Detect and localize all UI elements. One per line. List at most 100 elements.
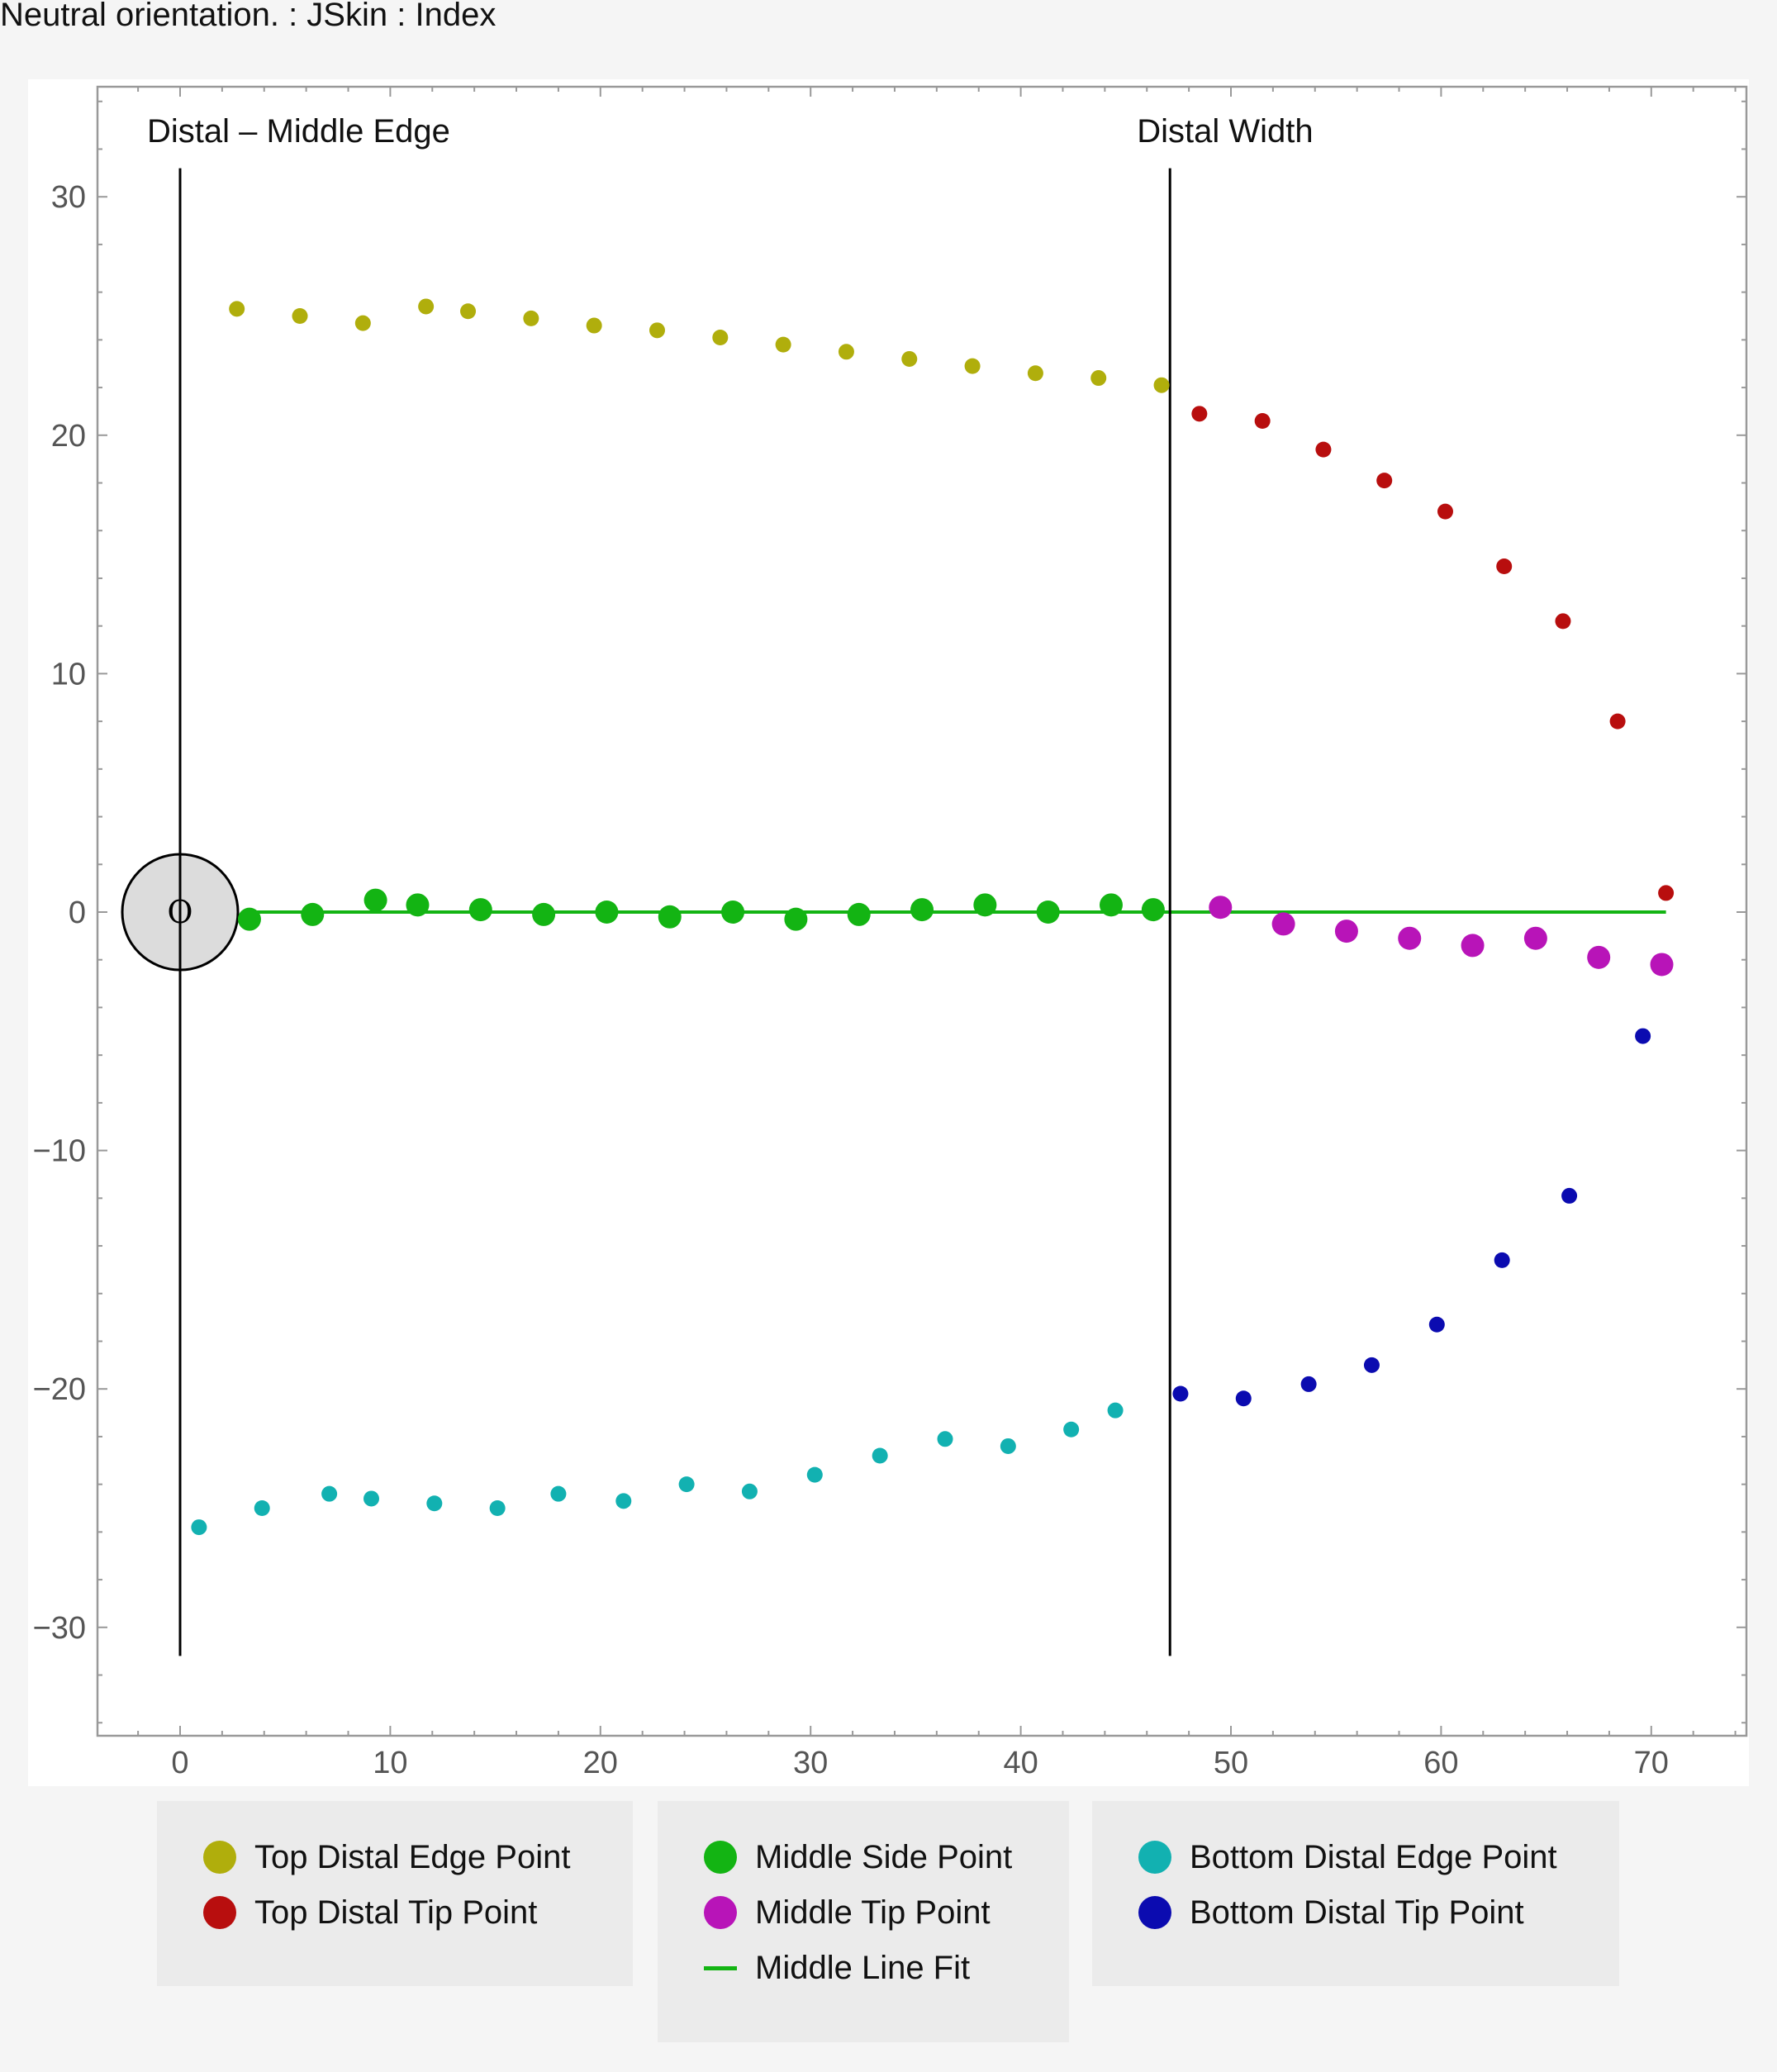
point-middle-tip-point: [1650, 953, 1674, 977]
point-top-distal-edge-point: [229, 301, 245, 317]
point-bottom-distal-edge-point: [806, 1466, 823, 1483]
point-top-distal-edge-point: [1153, 377, 1170, 393]
point-middle-side-point: [363, 888, 387, 912]
legend-label: Bottom Distal Edge Point: [1190, 1838, 1557, 1875]
point-bottom-distal-edge-point: [550, 1485, 567, 1502]
legend-group-bottom: Bottom Distal Edge Point Bottom Distal Ti…: [1092, 1801, 1619, 1986]
point-bottom-distal-tip-point: [1172, 1385, 1189, 1402]
point-middle-side-point: [301, 902, 325, 926]
y-tick-label: 0: [69, 896, 86, 930]
point-top-distal-tip-point: [1555, 613, 1571, 630]
legend-label: Middle Line Fit: [755, 1949, 971, 1986]
point-middle-tip-point: [1461, 934, 1485, 958]
point-bottom-distal-edge-point: [1063, 1421, 1080, 1438]
point-top-distal-edge-point: [712, 329, 729, 345]
legend-dot-swatch: [704, 1896, 737, 1929]
point-middle-side-point: [406, 893, 430, 917]
scatter-chart: 0 10 20 30 40 50 60 70 −30 −20 −10 0 10 20 30 Distal – …: [33, 85, 1748, 1780]
point-middle-side-point: [784, 907, 808, 931]
x-tick-label: 70: [1634, 1746, 1669, 1780]
point-bottom-distal-edge-point: [741, 1483, 758, 1499]
legend-label: Top Distal Edge Point: [254, 1838, 571, 1875]
y-tick-label: −10: [33, 1134, 86, 1169]
legend-label: Bottom Distal Tip Point: [1190, 1894, 1524, 1931]
point-middle-tip-point: [1271, 912, 1295, 936]
point-top-distal-edge-point: [901, 350, 918, 367]
plot-area: 0 10 20 30 40 50 60 70 −30 −20 −10 0 10 20 30 Distal – …: [28, 79, 1749, 1786]
point-top-distal-edge-point: [418, 298, 435, 315]
point-middle-side-point: [595, 901, 619, 924]
x-tick-label: 10: [373, 1746, 407, 1780]
point-top-distal-tip-point: [1658, 885, 1675, 901]
point-top-distal-tip-point: [1191, 406, 1208, 422]
vertical-line-label-0: Distal – Middle Edge: [147, 113, 450, 150]
point-middle-side-point: [973, 893, 997, 917]
point-bottom-distal-edge-point: [363, 1490, 380, 1507]
point-top-distal-edge-point: [460, 303, 477, 320]
x-tick-label: 60: [1423, 1746, 1458, 1780]
point-bottom-distal-edge-point: [254, 1500, 270, 1516]
point-top-distal-tip-point: [1315, 441, 1332, 458]
point-middle-side-point: [847, 902, 871, 926]
point-middle-tip-point: [1334, 920, 1358, 943]
point-middle-tip-point: [1209, 896, 1233, 920]
point-bottom-distal-edge-point: [1000, 1438, 1016, 1454]
point-bottom-distal-edge-point: [937, 1431, 953, 1447]
point-middle-side-point: [468, 898, 492, 922]
window-title: Neutral orientation. : JSkin : Index: [0, 0, 497, 33]
point-bottom-distal-edge-point: [678, 1476, 695, 1493]
point-top-distal-edge-point: [1090, 370, 1107, 387]
point-top-distal-tip-point: [1609, 713, 1626, 729]
point-top-distal-edge-point: [775, 336, 791, 353]
legend-dot-swatch: [1138, 1841, 1171, 1874]
legend-group-middle: Middle Side Point Middle Tip Point Middle …: [658, 1801, 1069, 2042]
point-middle-side-point: [1036, 901, 1060, 924]
point-bottom-distal-edge-point: [191, 1519, 207, 1536]
legend-dot-swatch: [203, 1896, 236, 1929]
point-bottom-distal-tip-point: [1235, 1390, 1252, 1407]
legend-dot-swatch: [704, 1841, 737, 1874]
point-middle-side-point: [658, 905, 682, 929]
point-top-distal-edge-point: [1027, 365, 1043, 382]
vertical-line-label-1: Distal Width: [1137, 113, 1313, 150]
point-top-distal-tip-point: [1496, 558, 1513, 575]
point-top-distal-tip-point: [1254, 412, 1271, 429]
point-bottom-distal-tip-point: [1494, 1252, 1510, 1268]
y-tick-label: 10: [51, 657, 86, 691]
point-middle-side-point: [237, 907, 261, 931]
point-middle-side-point: [721, 901, 745, 924]
x-tick-label: 40: [1003, 1746, 1038, 1780]
origin-label: O: [167, 894, 192, 930]
point-top-distal-edge-point: [292, 308, 308, 324]
point-bottom-distal-tip-point: [1561, 1187, 1578, 1204]
legend-label: Middle Side Point: [755, 1838, 1013, 1875]
point-bottom-distal-edge-point: [1107, 1402, 1124, 1419]
y-tick-label: 30: [51, 180, 86, 215]
point-middle-tip-point: [1587, 945, 1611, 969]
point-bottom-distal-edge-point: [615, 1493, 632, 1509]
point-top-distal-edge-point: [649, 322, 665, 339]
point-top-distal-edge-point: [523, 310, 539, 326]
x-tick-label: 0: [171, 1746, 188, 1780]
point-top-distal-edge-point: [586, 317, 602, 334]
legend-group-top: Top Distal Edge Point Top Distal Tip Poin…: [157, 1801, 633, 1986]
x-tick-label: 50: [1214, 1746, 1248, 1780]
legend-dot-swatch: [1138, 1896, 1171, 1929]
point-bottom-distal-tip-point: [1300, 1376, 1317, 1392]
point-bottom-distal-edge-point: [321, 1485, 338, 1502]
point-top-distal-tip-point: [1437, 503, 1453, 520]
point-top-distal-edge-point: [354, 315, 371, 331]
x-tick-label: 30: [793, 1746, 828, 1780]
legend-label: Top Distal Tip Point: [254, 1894, 538, 1931]
y-tick-label: −20: [33, 1372, 86, 1407]
point-bottom-distal-tip-point: [1363, 1357, 1380, 1373]
legend-dot-swatch: [203, 1841, 236, 1874]
point-bottom-distal-tip-point: [1428, 1316, 1445, 1333]
x-tick-label: 20: [583, 1746, 618, 1780]
point-bottom-distal-edge-point: [426, 1495, 443, 1512]
point-middle-side-point: [910, 898, 934, 922]
legend-label: Middle Tip Point: [755, 1894, 991, 1931]
point-bottom-distal-tip-point: [1635, 1028, 1651, 1044]
legend-line-swatch: [704, 1965, 737, 1970]
point-middle-side-point: [1141, 898, 1165, 922]
